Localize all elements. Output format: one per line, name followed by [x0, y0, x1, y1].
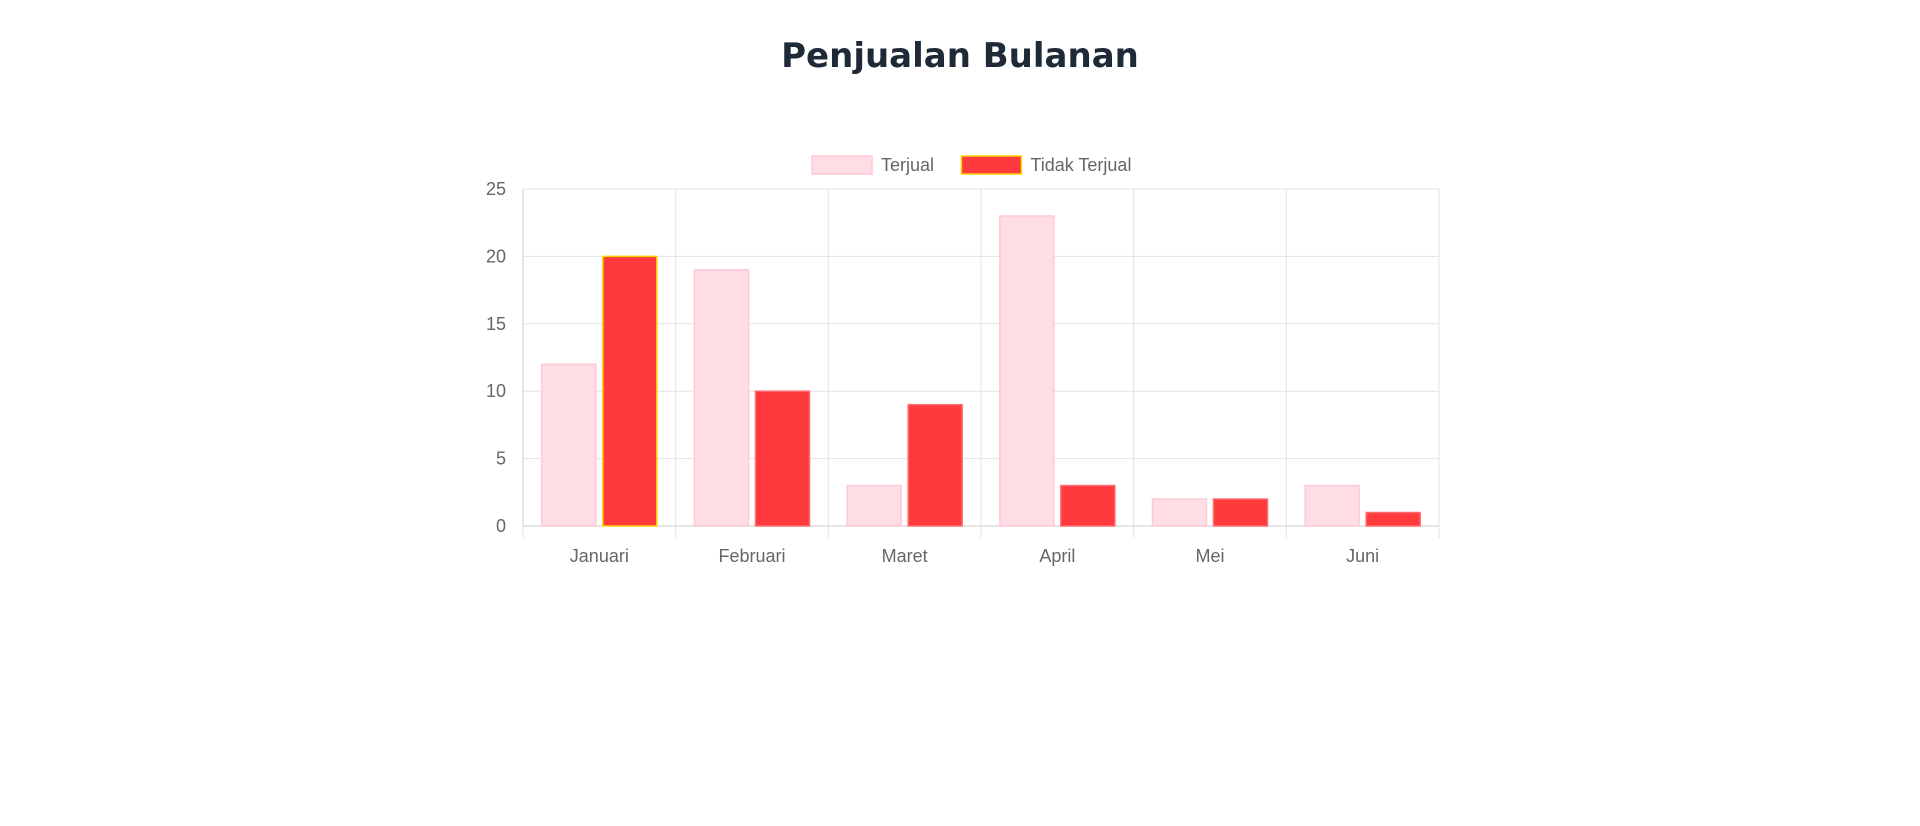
x-tick-label: Februari	[718, 546, 785, 566]
bar-terjual-januari[interactable]	[541, 363, 597, 527]
y-tick-label: 15	[486, 314, 506, 334]
bar-tidak-terjual-mei[interactable]	[1212, 498, 1269, 527]
x-tick-label: Maret	[882, 546, 928, 566]
y-tick-label: 5	[496, 449, 506, 469]
bar-terjual-maret[interactable]	[846, 484, 902, 527]
legend-label[interactable]: Tidak Terjual	[1030, 155, 1131, 175]
bar-tidak-terjual-februari[interactable]	[754, 390, 811, 527]
x-tick-label: Januari	[570, 546, 629, 566]
y-tick-label: 25	[486, 179, 506, 199]
x-tick-label: Mei	[1195, 546, 1224, 566]
bar-tidak-terjual-april[interactable]	[1060, 484, 1116, 527]
x-tick-label: April	[1039, 546, 1075, 566]
x-tick-label: Juni	[1346, 546, 1379, 566]
legend-label[interactable]: Terjual	[881, 155, 934, 175]
bar-terjual-april[interactable]	[999, 215, 1055, 527]
bar-terjual-mei[interactable]	[1151, 498, 1208, 527]
y-tick-label: 10	[486, 381, 506, 401]
bar-tidak-terjual-januari[interactable]	[602, 255, 658, 527]
page-title: Penjualan Bulanan	[781, 36, 1139, 76]
legend-swatch-terjual[interactable]	[811, 155, 873, 175]
bar-terjual-februari[interactable]	[693, 269, 750, 527]
bar-tidak-terjual-juni[interactable]	[1365, 511, 1421, 527]
y-tick-label: 20	[486, 246, 506, 266]
bar-terjual-juni[interactable]	[1304, 484, 1360, 527]
y-tick-label: 0	[496, 516, 506, 536]
bar-tidak-terjual-maret[interactable]	[907, 403, 963, 527]
legend-swatch-tidak-terjual[interactable]	[960, 155, 1023, 175]
